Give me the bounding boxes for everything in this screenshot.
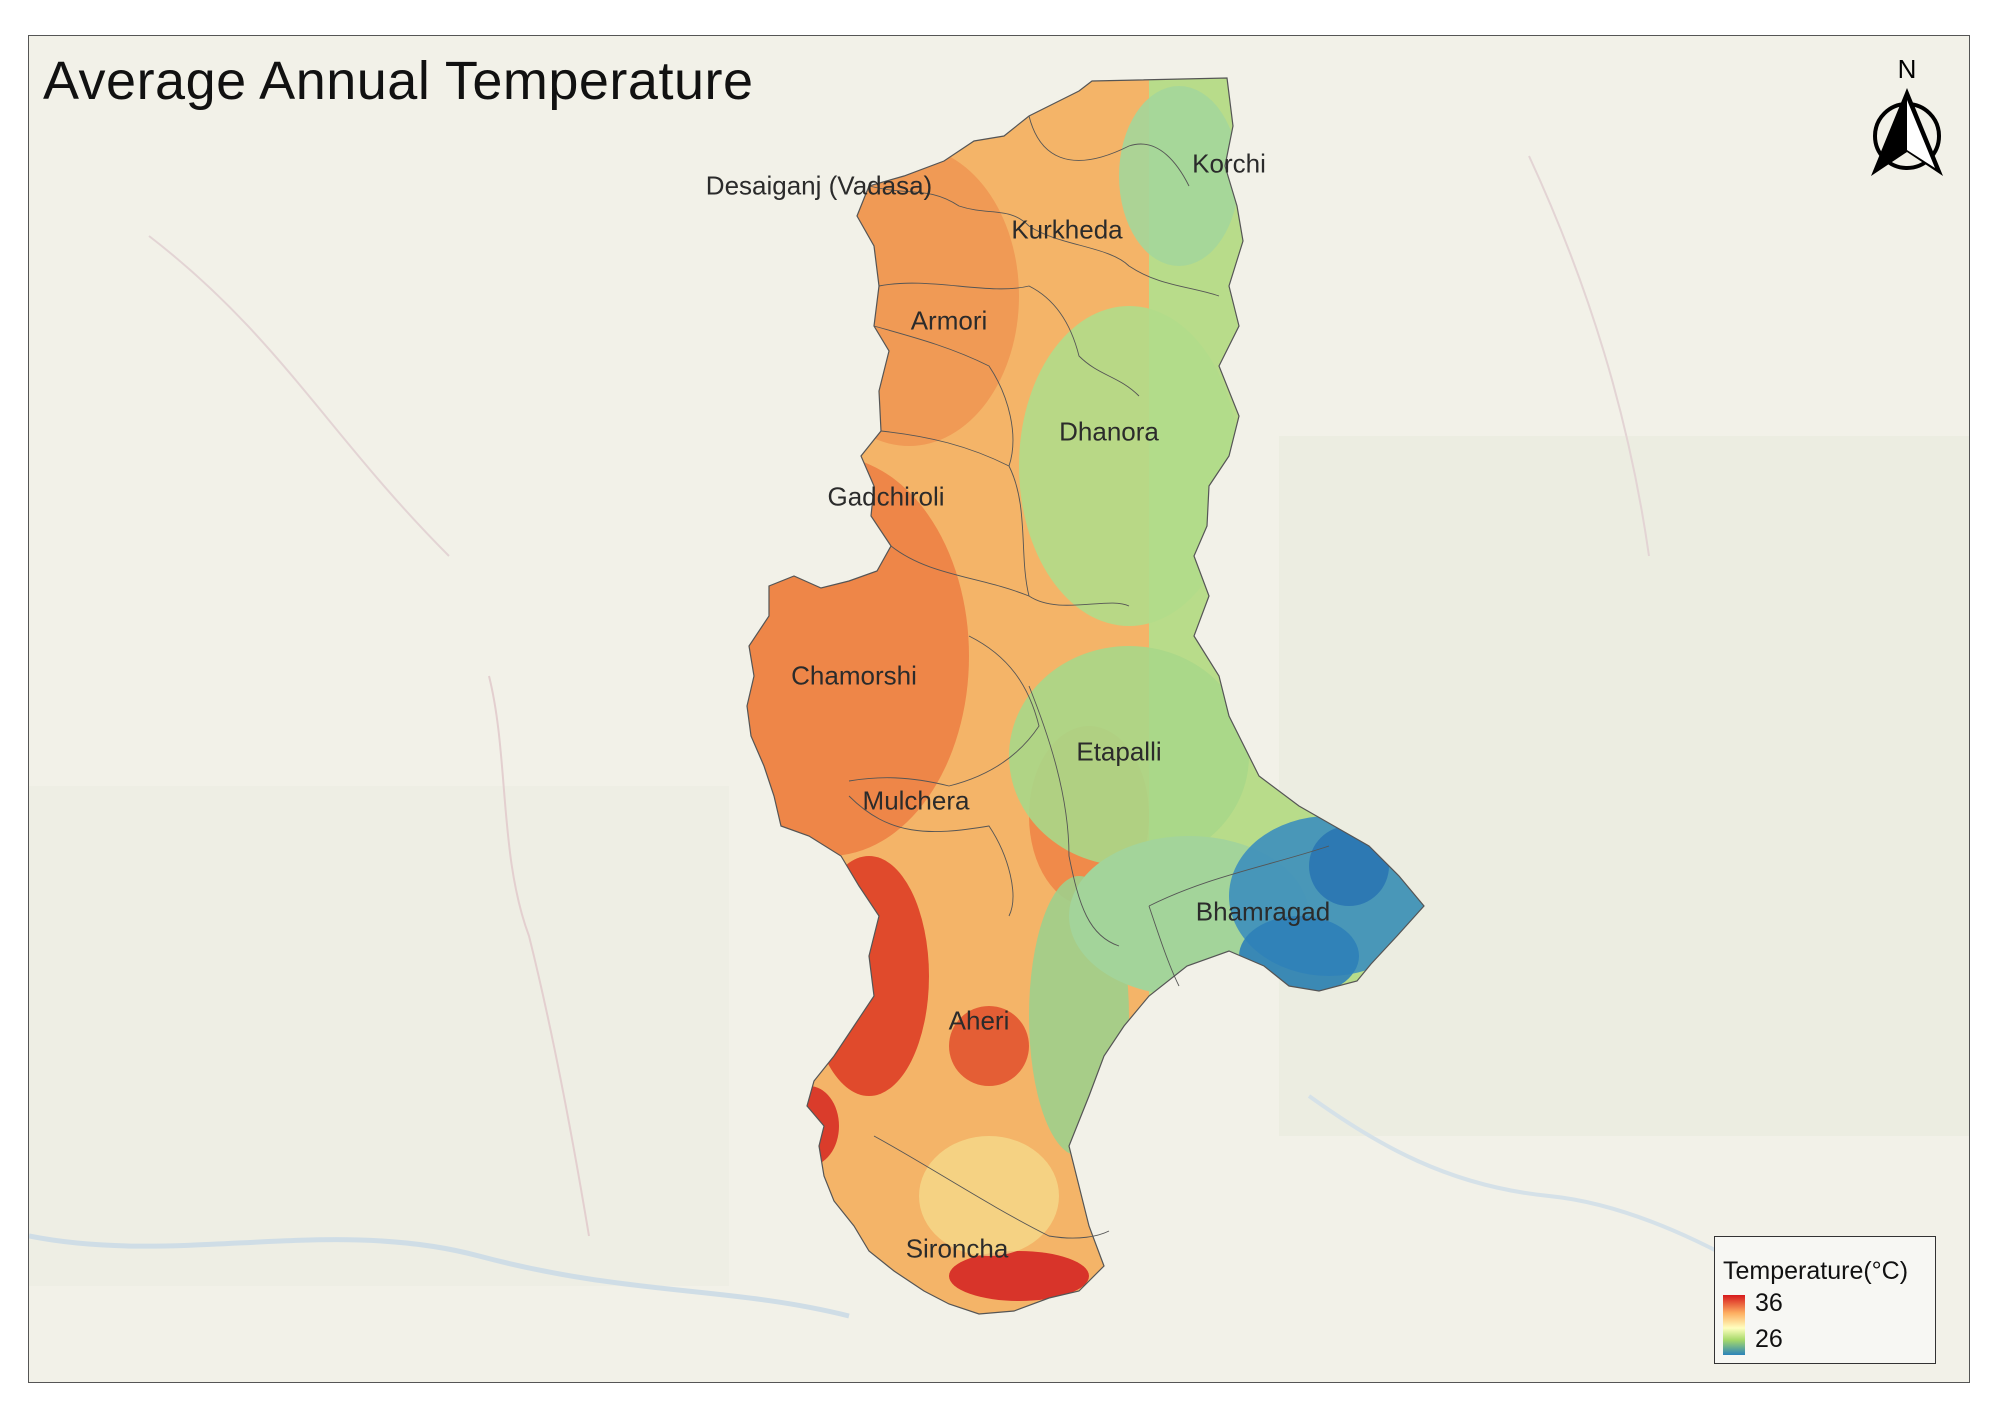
legend: Temperature(°C) 36 26 <box>1714 1236 1936 1364</box>
place-label-armori: Armori <box>910 305 988 336</box>
map-frame: Average Annual Temperature Desaiganj (Va… <box>28 35 1970 1383</box>
place-label-sironcha: Sironcha <box>905 1233 1009 1264</box>
place-label-chamorshi: Chamorshi <box>791 660 917 691</box>
north-arrow-icon: N <box>1871 54 1943 176</box>
legend-color-ramp <box>1723 1295 1745 1355</box>
place-label-gadchiroli: Gadchiroli <box>827 481 945 512</box>
legend-max-value: 36 <box>1755 1289 1783 1317</box>
place-label-desaiganj: Desaiganj (Vadasa) <box>705 170 933 201</box>
north-label: N <box>1898 54 1917 84</box>
place-label-mulchera: Mulchera <box>862 785 970 816</box>
place-label-korchi: Korchi <box>1192 148 1266 179</box>
place-label-kurkheda: Kurkheda <box>1011 214 1123 245</box>
place-label-etapalli: Etapalli <box>1076 736 1162 767</box>
place-label-dhanora: Dhanora <box>1059 416 1159 447</box>
place-label-aheri: Aheri <box>948 1005 1010 1036</box>
basemap <box>29 36 1969 1382</box>
legend-min-value: 26 <box>1755 1325 1783 1353</box>
place-label-bhamragad: Bhamragad <box>1195 896 1331 927</box>
legend-title: Temperature(°C) <box>1723 1257 1909 1285</box>
map-title: Average Annual Temperature <box>43 51 754 111</box>
